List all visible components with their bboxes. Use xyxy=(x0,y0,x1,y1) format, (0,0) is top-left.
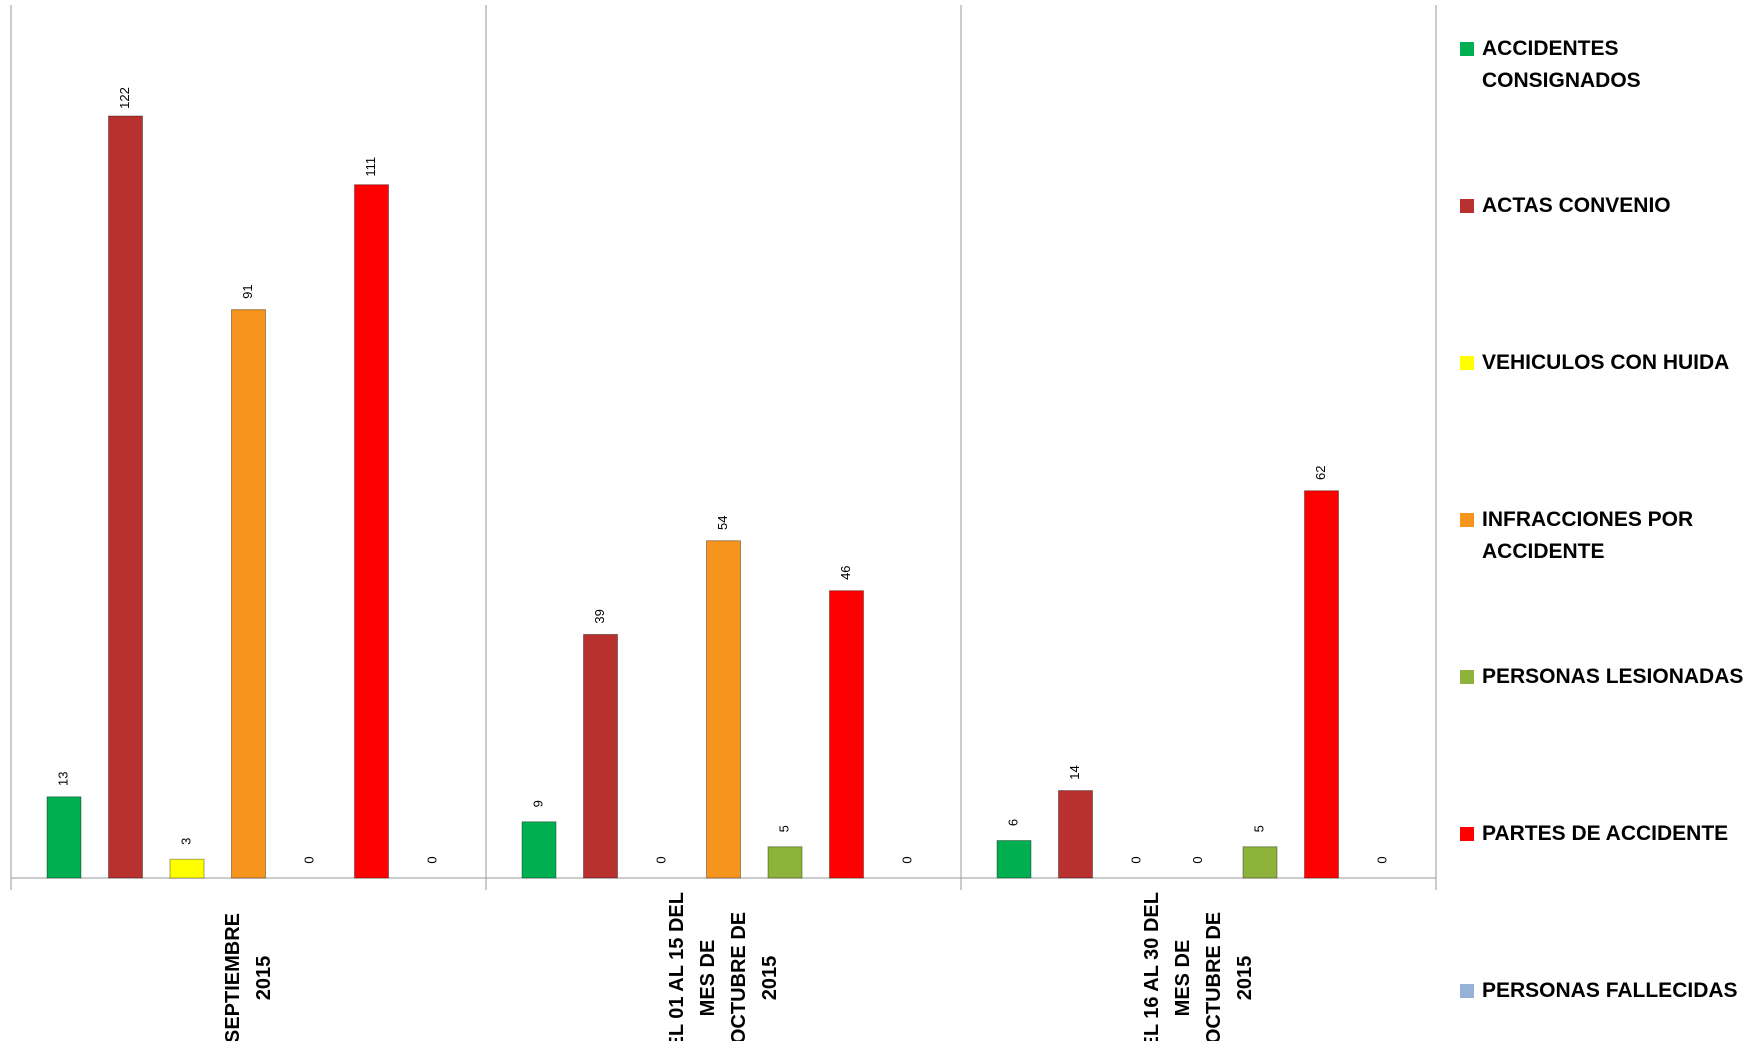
data-label: 13 xyxy=(55,772,70,786)
bar xyxy=(1304,490,1339,879)
legend-label: PERSONAS LESIONADAS xyxy=(1482,665,1744,688)
bar xyxy=(1058,790,1093,879)
bar xyxy=(767,846,803,879)
x-tick-label: DEL 16 AL 30 DEL MES DE OCTUBRE DE 2015 xyxy=(1140,892,1256,1041)
legend-entry: INFRACCIONES POR ACCIDENTE xyxy=(1460,504,1748,568)
data-label: 6 xyxy=(1005,819,1020,826)
legend-entry: PERSONAS LESIONADAS xyxy=(1460,661,1748,693)
bar xyxy=(706,540,741,879)
data-label: 54 xyxy=(715,515,730,529)
legend-swatch xyxy=(1460,356,1474,370)
legend-swatch xyxy=(1460,199,1474,213)
data-label: 122 xyxy=(117,87,132,109)
data-label: 62 xyxy=(1313,466,1328,480)
legend-swatch xyxy=(1460,984,1474,998)
legend-entry: ACTAS CONVENIO xyxy=(1460,190,1748,222)
bar xyxy=(996,840,1032,879)
data-label: 5 xyxy=(776,825,791,832)
legend-label: PARTES DE ACCIDENTE xyxy=(1482,822,1729,845)
legend-label: ACTAS CONVENIO xyxy=(1482,194,1671,217)
legend-label: PERSONAS FALLECIDAS xyxy=(1482,979,1738,1002)
data-label: 0 xyxy=(899,856,914,863)
bar xyxy=(169,858,205,879)
data-label: 3 xyxy=(178,838,193,845)
data-label: 0 xyxy=(1128,856,1143,863)
data-label: 5 xyxy=(1251,825,1266,832)
legend-swatch xyxy=(1460,827,1474,841)
legend-swatch xyxy=(1460,42,1474,56)
bar xyxy=(354,184,389,879)
data-label: 14 xyxy=(1067,765,1082,779)
data-label: 91 xyxy=(240,284,255,298)
bar xyxy=(231,309,266,879)
bar xyxy=(46,796,82,879)
legend-swatch xyxy=(1460,513,1474,527)
legend-label: INFRACCIONES POR ACCIDENTE xyxy=(1482,508,1694,563)
data-label: 0 xyxy=(653,856,668,863)
data-label: 0 xyxy=(424,856,439,863)
data-label: 0 xyxy=(1374,856,1389,863)
legend-entry: PERSONAS FALLECIDAS xyxy=(1460,975,1748,1007)
x-tick-label: SEPTIEMBRE 2015 xyxy=(221,912,275,1041)
data-label: 0 xyxy=(301,856,316,863)
x-tick-label: DEL 01 AL 15 DEL MES DE OCTUBRE DE 2015 xyxy=(665,892,781,1041)
legend-label: ACCIDENTES CONSIGNADOS xyxy=(1482,37,1641,92)
data-label: 39 xyxy=(592,609,607,623)
bar xyxy=(829,590,864,879)
data-label: 0 xyxy=(1190,856,1205,863)
data-label: 111 xyxy=(363,157,378,177)
legend-entry: ACCIDENTES CONSIGNADOS xyxy=(1460,33,1748,97)
data-label: 9 xyxy=(530,800,545,807)
legend-label: VEHICULOS CON HUIDA xyxy=(1482,351,1730,374)
bar xyxy=(108,115,143,879)
data-label: 46 xyxy=(838,565,853,579)
bar xyxy=(521,821,557,879)
legend-swatch xyxy=(1460,670,1474,684)
bar xyxy=(583,633,618,879)
legend-entry: VEHICULOS CON HUIDA xyxy=(1460,347,1748,379)
bar xyxy=(1242,846,1278,879)
legend-entry: PARTES DE ACCIDENTE xyxy=(1460,818,1748,850)
